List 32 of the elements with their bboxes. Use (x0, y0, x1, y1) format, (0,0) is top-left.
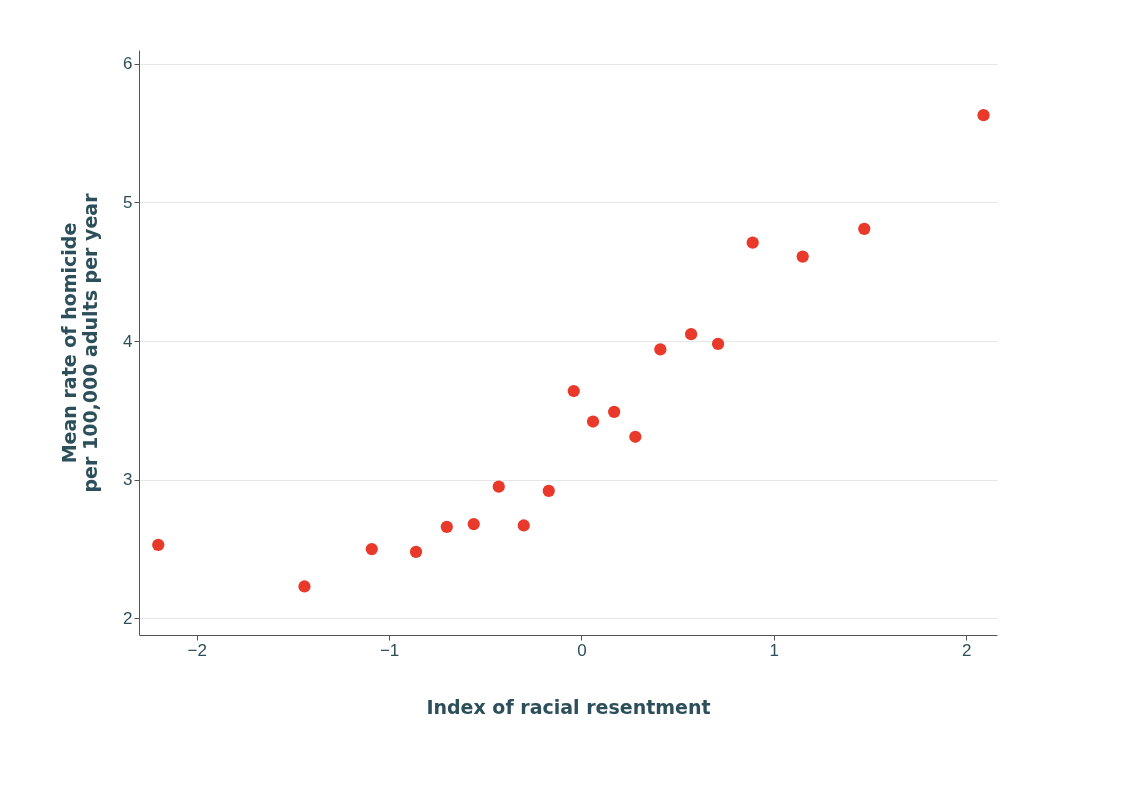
y-tick-label: 6 (123, 54, 133, 74)
x-tick-label: 2 (961, 640, 972, 660)
y-axis-title: Mean rate of homicide per 100,000 adults per year (58, 192, 102, 493)
y-tick-label: 5 (123, 192, 133, 212)
x-tick-label: 1 (769, 640, 780, 660)
point (542, 484, 555, 497)
x-tick-label: −1 (379, 640, 400, 660)
point (567, 384, 580, 398)
point (711, 337, 725, 350)
point (152, 538, 165, 552)
point (467, 517, 480, 531)
point (365, 542, 378, 556)
y-tick-label: 4 (123, 331, 133, 351)
y-tick-label: 2 (123, 608, 133, 628)
point (629, 430, 642, 443)
point (608, 405, 621, 418)
point (492, 480, 505, 493)
point (654, 343, 667, 356)
point (858, 222, 871, 235)
x-tick-label: −2 (187, 640, 207, 660)
point (977, 109, 990, 122)
point (586, 415, 600, 428)
point (517, 519, 530, 532)
y-tick-label: 3 (123, 470, 133, 490)
point (685, 328, 698, 341)
x-tick-label: 0 (577, 640, 587, 660)
point (409, 545, 423, 558)
point (796, 250, 809, 263)
point (746, 236, 759, 249)
point (298, 580, 311, 593)
x-axis-title: Index of racial resentment (426, 695, 711, 718)
point (440, 520, 453, 533)
